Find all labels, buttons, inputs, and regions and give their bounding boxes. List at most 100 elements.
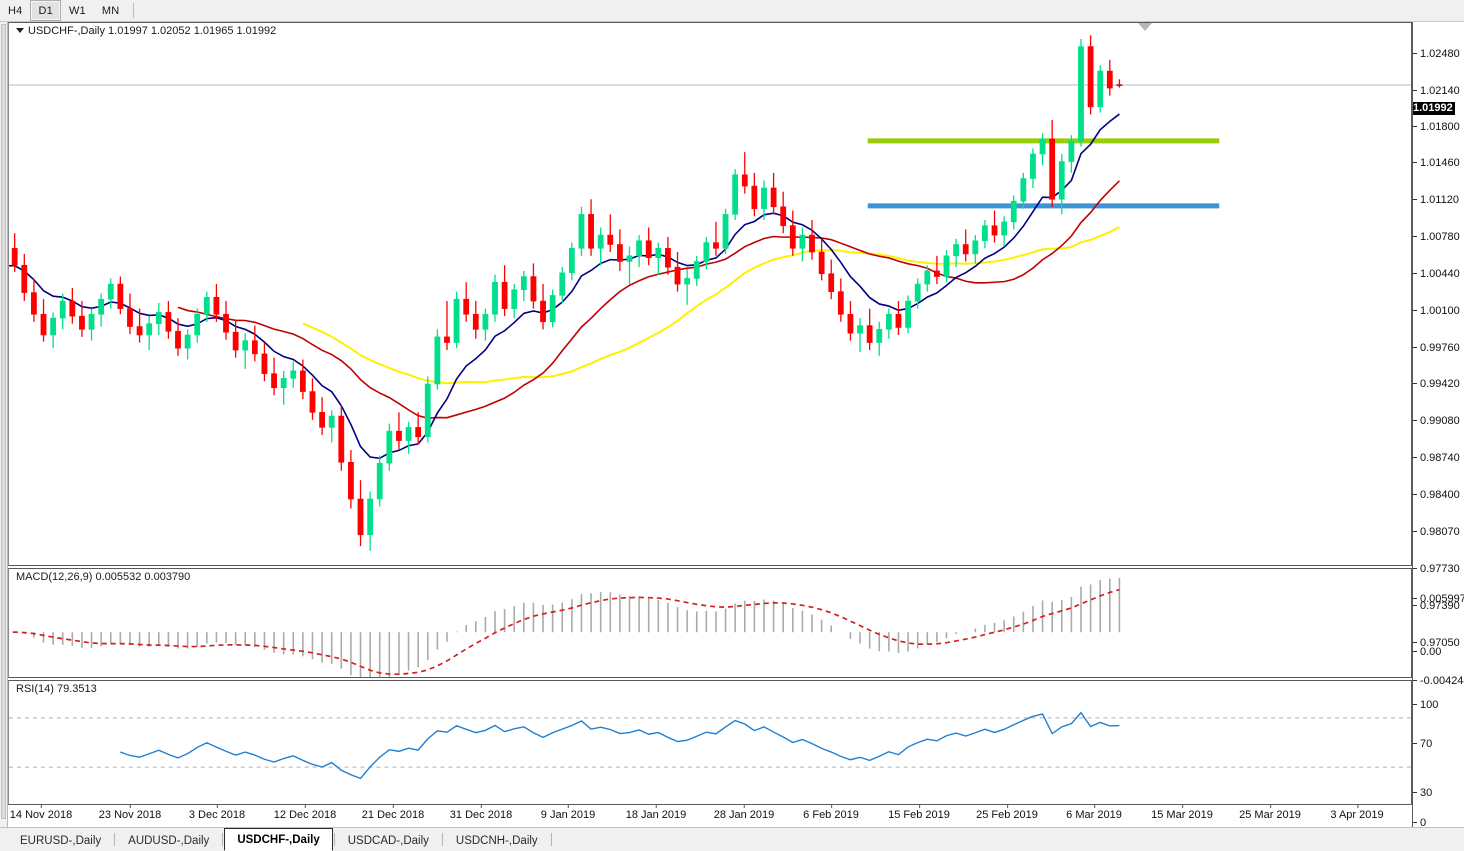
chart-tab-audusd[interactable]: AUDUSD-,Daily (128, 834, 210, 847)
price-axis-tick: 0.99760 (1413, 343, 1460, 354)
axis-tick-value: 30 (1420, 787, 1433, 799)
candlestick (924, 265, 931, 292)
candlestick (1087, 35, 1094, 115)
candlestick (1058, 154, 1065, 215)
axis-tick-mark (1413, 742, 1417, 744)
time-axis-tick: 15 Mar 2019 (1151, 805, 1213, 821)
vertical-scrollbar[interactable] (0, 22, 8, 827)
price-axis-tick: 0.98400 (1413, 490, 1460, 501)
candlestick (463, 282, 470, 322)
candlestick (799, 227, 806, 262)
price-pane[interactable]: USDCHF-,Daily 1.01997 1.02052 1.01965 1.… (8, 22, 1412, 566)
candlestick (645, 227, 652, 266)
macd-chart-svg (9, 578, 1121, 677)
candlestick (424, 376, 431, 443)
timeframe-button-h4[interactable]: H4 (8, 4, 23, 17)
macd-pane[interactable]: MACD(12,26,9) 0.005532 0.003790 (8, 568, 1412, 678)
candlestick (11, 233, 18, 272)
candlestick (1106, 59, 1113, 96)
candlestick (953, 238, 960, 268)
candlestick (50, 312, 57, 349)
tab-divider (441, 833, 443, 846)
chevron-down-icon[interactable] (16, 27, 24, 33)
candlestick (386, 423, 393, 471)
candlestick (982, 220, 988, 249)
scrollbar-thumb[interactable] (1, 24, 6, 819)
time-axis-tick: 14 Nov 2018 (9, 805, 73, 821)
price-axis-tick: 0.97050 (1413, 638, 1460, 649)
time-axis-tick: 3 Dec 2018 (188, 805, 246, 821)
candlestick (540, 284, 546, 330)
axis-tick-value: 0 (1420, 817, 1427, 829)
candlestick (789, 210, 796, 256)
price-scale[interactable]: 1.02480 1.02140 1.01992 1.01800 1.01460 1.011… (1412, 22, 1464, 829)
candlestick (578, 206, 585, 256)
candlestick (837, 278, 844, 322)
axis-tick-mark (1413, 198, 1417, 200)
candlestick (261, 342, 268, 382)
timeframe-button-mn[interactable]: MN (101, 4, 120, 17)
candlestick (857, 318, 863, 352)
candlestick (780, 191, 787, 234)
axis-tick-value: 0.97050 (1420, 637, 1460, 649)
axis-tick-value: 0.99760 (1420, 342, 1460, 354)
candlestick (79, 301, 85, 337)
axis-tick-mark (1413, 125, 1417, 127)
chart-tab-usdchf[interactable]: USDCHF-,Daily (224, 828, 333, 851)
candlestick (520, 270, 527, 302)
axis-tick-mark (1413, 604, 1417, 606)
candlestick (88, 308, 95, 341)
axis-tick-value: 70 (1420, 738, 1433, 750)
axis-tick-mark (1413, 382, 1417, 384)
chart-tab-eurusd[interactable]: EURUSD-,Daily (20, 834, 102, 847)
time-axis-tick: 6 Mar 2019 (1066, 805, 1122, 821)
axis-tick-mark (1413, 346, 1417, 348)
axis-tick-value: 1.01460 (1420, 157, 1460, 169)
axis-tick-mark (1413, 597, 1417, 599)
axis-tick-value: 1.01992 (1413, 102, 1453, 114)
candlestick (280, 370, 287, 405)
chart-tab-usdcnh[interactable]: USDCNH-,Daily (455, 834, 538, 847)
candlestick (905, 295, 911, 334)
rsi-pane[interactable]: RSI(14) 79.3513 (8, 680, 1412, 805)
axis-tick-value: 0.98070 (1420, 526, 1460, 538)
axis-tick-mark (1413, 493, 1417, 495)
candlestick (607, 214, 614, 253)
candlestick (616, 229, 623, 271)
price-axis-tick: 0.99080 (1413, 416, 1460, 427)
candlestick (309, 378, 316, 420)
candlestick (828, 259, 835, 300)
time-axis-tick: 21 Dec 2018 (361, 805, 425, 821)
candlestick (895, 301, 902, 336)
candlestick (357, 480, 364, 547)
axis-tick-value: 100 (1420, 699, 1439, 711)
axis-tick-value: 1.00440 (1420, 268, 1460, 280)
time-axis-tick: 6 Feb 2019 (803, 805, 859, 821)
price-axis-tick: 0.99420 (1413, 379, 1460, 390)
candlestick (770, 172, 777, 215)
tab-divider (550, 833, 552, 846)
candlestick (223, 301, 229, 340)
candlestick (107, 278, 114, 309)
axis-tick-mark (1413, 703, 1417, 705)
candlestick (415, 412, 422, 445)
axis-tick-mark (1413, 309, 1417, 311)
candlestick (482, 308, 489, 341)
chart-tab-usdcad[interactable]: USDCAD-,Daily (347, 834, 429, 847)
timeframe-button-w1[interactable]: W1 (68, 4, 86, 17)
axis-tick-value: 1.00780 (1420, 231, 1460, 243)
rsi-line (120, 711, 1120, 780)
timeframe-button-d1[interactable]: D1 (30, 0, 61, 21)
candlestick (885, 308, 892, 339)
time-axis-tick: 9 Jan 2019 (540, 805, 596, 821)
candlestick (549, 289, 556, 328)
time-scale[interactable]: 14 Nov 2018 23 Nov 2018 3 Dec 2018 12 Dec 2… (8, 805, 1412, 827)
candlestick (290, 361, 297, 388)
candlestick (472, 301, 479, 339)
time-axis-tick: 3 Apr 2019 (1330, 805, 1384, 821)
candlestick (434, 329, 441, 390)
candlestick (175, 318, 181, 356)
candlestick (674, 252, 681, 292)
timeframe-toolbar: H4 D1 W1 MN (0, 0, 1464, 22)
time-axis-tick: 18 Jan 2019 (625, 805, 687, 821)
